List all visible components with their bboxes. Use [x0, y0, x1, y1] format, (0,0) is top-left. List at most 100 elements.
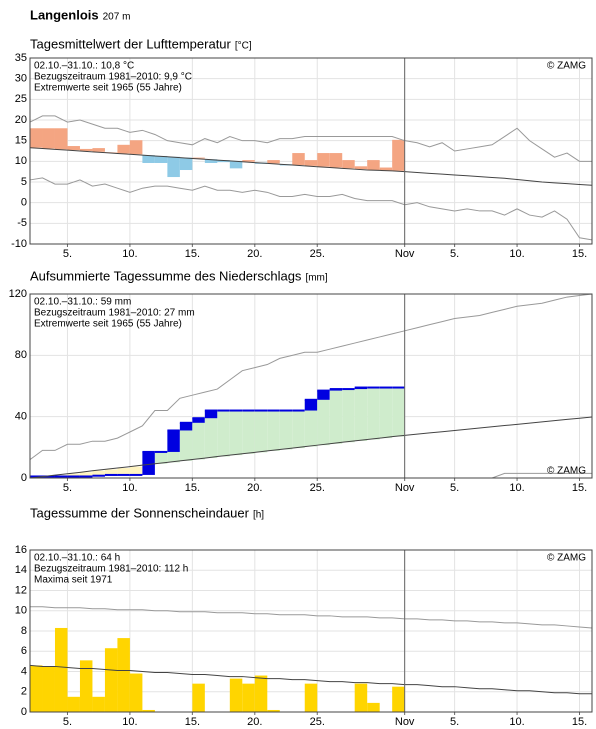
chart-panel: Tagesmittelwert der Lufttemperatur [°C] -1…	[11, 36, 593, 260]
deviation-area	[392, 387, 405, 437]
chart-unit: [h]	[253, 510, 264, 521]
temperature-bar	[79, 148, 93, 151]
y-tick-label: 0	[21, 472, 27, 484]
summary-note: Extremwerte seit 1965 (55 Jahre)	[34, 319, 182, 330]
sunshine-bar	[192, 683, 205, 712]
chart-title: Aufsummierte Tagessumme des Niederschlag…	[30, 268, 302, 283]
x-tick-label: 15.	[185, 248, 200, 260]
y-tick-label: 5	[21, 176, 27, 188]
x-tick-label: Nov	[395, 716, 415, 728]
temperature-bar	[217, 160, 230, 163]
deviation-area	[367, 387, 380, 440]
temperature-bar	[229, 160, 243, 169]
copyright: © ZAMG	[547, 553, 586, 564]
deviation-area	[279, 410, 293, 450]
reference-line	[29, 177, 593, 241]
x-tick-label: 5.	[450, 248, 459, 260]
plot-area	[30, 294, 592, 478]
y-tick-label: 10	[15, 155, 27, 167]
summary-note: Bezugszeitraum 1981–2010: 27 mm	[34, 308, 195, 319]
sunshine-bar	[67, 696, 80, 712]
deviation-area	[354, 387, 368, 441]
x-tick-label: 15.	[185, 716, 200, 728]
deviation-area	[217, 410, 230, 457]
deviation-area	[154, 451, 168, 464]
y-tick-label: 0	[21, 197, 27, 209]
sunshine-bar	[30, 665, 43, 712]
sunshine-bar	[304, 683, 318, 712]
summary-note: Bezugszeitraum 1981–2010: 112 h	[34, 564, 188, 575]
temperature-bar	[242, 160, 255, 162]
sunshine-bar	[92, 696, 105, 712]
y-tick-label: 6	[21, 645, 27, 657]
deviation-area	[204, 410, 218, 459]
temperature-bar	[129, 140, 143, 155]
summary-note: Bezugszeitraum 1981–2010: 9,9 °C	[34, 72, 192, 83]
y-tick-label: -5	[17, 217, 27, 229]
deviation-area	[379, 387, 393, 439]
temperature-bar	[117, 144, 130, 154]
chart-title: Tagesmittelwert der Lufttemperatur	[30, 36, 232, 51]
deviation-area	[192, 418, 205, 460]
temperature-bar	[192, 157, 205, 159]
x-tick-label: 5.	[63, 716, 72, 728]
y-tick-label: 15	[15, 135, 27, 147]
deviation-area	[304, 399, 318, 447]
x-tick-label: 5.	[63, 248, 72, 260]
sunshine-bar	[54, 627, 68, 712]
temperature-bar	[30, 128, 43, 148]
temperature-bar	[154, 155, 168, 163]
sunshine-bar	[142, 709, 155, 712]
summary-note: 02.10.–31.10.: 64 h	[34, 553, 120, 564]
temperature-bar	[292, 153, 305, 166]
deviation-area	[329, 389, 343, 444]
deviation-area	[242, 410, 255, 454]
deviation-area	[292, 410, 305, 449]
y-tick-label: 120	[9, 288, 27, 300]
x-tick-label: Nov	[395, 248, 415, 260]
temperature-bar	[317, 153, 330, 167]
summary-note: Extremwerte seit 1965 (55 Jahre)	[34, 83, 182, 94]
sunshine-bar	[254, 675, 268, 712]
x-tick-label: 25.	[310, 716, 325, 728]
sunshine-bar	[229, 678, 243, 712]
x-tick-label: 15.	[185, 482, 200, 494]
x-tick-label: 10.	[122, 716, 137, 728]
deviation-area	[129, 466, 143, 475]
deviation-area	[117, 468, 130, 475]
temperature-bar	[167, 156, 180, 178]
chart-panel: Aufsummierte Tagessumme des Niederschlag…	[9, 268, 593, 494]
x-tick-label: 15.	[572, 716, 587, 728]
sunshine-bar	[104, 648, 118, 712]
x-tick-label: 5.	[63, 482, 72, 494]
y-tick-label: 4	[21, 665, 27, 677]
x-tick-label: 10.	[509, 248, 524, 260]
deviation-area	[67, 473, 80, 477]
deviation-area	[229, 410, 243, 456]
copyright: © ZAMG	[547, 466, 586, 477]
chart-title: Tagessumme der Sonnenscheindauer	[30, 505, 250, 520]
deviation-area	[104, 469, 118, 475]
sunshine-bar	[354, 683, 368, 712]
precip-increment	[204, 410, 218, 419]
deviation-area	[342, 389, 355, 443]
summary-note: 02.10.–31.10.: 10,8 °C	[34, 61, 134, 72]
chart-unit: [mm]	[305, 273, 327, 284]
summary-note: Maxima seit 1971	[34, 575, 113, 586]
summary-note: 02.10.–31.10.: 59 mm	[34, 297, 131, 308]
y-tick-label: 14	[15, 564, 27, 576]
y-tick-label: 12	[15, 584, 27, 596]
y-tick-label: 10	[15, 605, 27, 617]
precip-increment	[167, 430, 180, 452]
temperature-bar	[367, 160, 380, 171]
plot-frame	[29, 293, 593, 479]
precip-increment	[192, 418, 205, 423]
y-tick-label: 30	[15, 73, 27, 85]
y-tick-label: 2	[21, 686, 27, 698]
x-tick-label: 20.	[247, 716, 262, 728]
x-tick-label: 25.	[310, 248, 325, 260]
reference-line	[29, 115, 592, 162]
deviation-area	[92, 470, 105, 476]
sunshine-bar	[117, 638, 130, 712]
